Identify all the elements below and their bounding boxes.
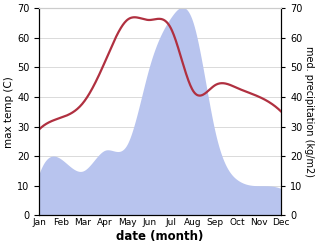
X-axis label: date (month): date (month) bbox=[116, 230, 204, 243]
Y-axis label: med. precipitation (kg/m2): med. precipitation (kg/m2) bbox=[304, 46, 314, 177]
Y-axis label: max temp (C): max temp (C) bbox=[4, 76, 14, 148]
